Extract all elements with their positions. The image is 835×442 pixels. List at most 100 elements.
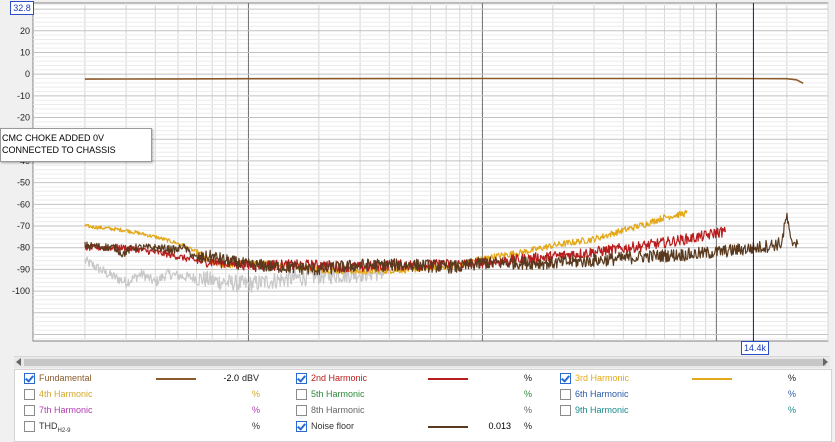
- legend-label-subscript: H2-9: [57, 428, 71, 434]
- legend-color-swatch: [428, 378, 468, 380]
- legend-label-text: 7th Harmonic: [39, 405, 93, 415]
- annotation-line-1: CMC CHOKE ADDED 0V: [2, 133, 105, 143]
- legend-unit: %: [524, 373, 533, 383]
- y-tick-label: 20: [20, 26, 30, 36]
- legend-label: 5th Harmonic: [311, 387, 365, 402]
- x-tick-label: 80: [221, 343, 231, 344]
- x-tick-label: 50: [173, 343, 183, 344]
- x-tick-label: 4k: [619, 343, 629, 344]
- legend-item-7th-harmonic: 7th Harmonic%: [24, 403, 274, 418]
- scroll-left-icon[interactable]: [16, 358, 21, 366]
- legend-unit: %: [524, 421, 533, 431]
- x-tick-label: 40: [150, 343, 160, 344]
- legend-color-swatch: [692, 378, 732, 380]
- checkbox-noise-floor[interactable]: [296, 421, 307, 432]
- legend-label: 6th Harmonic: [575, 387, 629, 402]
- legend-item-4th-harmonic: 4th Harmonic%: [24, 387, 274, 402]
- horizontal-scrollbar[interactable]: [14, 356, 830, 368]
- y-tick-label: -50: [17, 178, 30, 188]
- y-tick-label: 0: [25, 69, 30, 79]
- x-tick-label: 200: [311, 343, 326, 344]
- annotation-note[interactable]: CMC CHOKE ADDED 0V CONNECTED TO CHASSIS: [0, 128, 152, 162]
- series-lines: [84, 77, 804, 293]
- y-tick-label: -80: [17, 243, 30, 253]
- legend-label: 9th Harmonic: [575, 403, 629, 418]
- annotation-line-2: CONNECTED TO CHASSIS: [2, 145, 116, 155]
- x-tick-label: 5k: [641, 343, 651, 344]
- x-tick-label: 400: [382, 343, 397, 344]
- legend-unit: %: [252, 421, 261, 431]
- checkbox-3rd-harmonic[interactable]: [560, 373, 571, 384]
- legend-label: 8th Harmonic: [311, 403, 365, 418]
- y-tick-label: -60: [17, 199, 30, 209]
- x-tick-label: 600: [423, 343, 438, 344]
- legend-unit: %: [788, 389, 797, 399]
- harmonics-chart[interactable]: 3020100-10-20-30-40-50-60-70-80-90-100 1…: [0, 0, 835, 344]
- x-tick-label: 500: [404, 343, 419, 344]
- legend-label-text: 3rd Harmonic: [575, 373, 630, 383]
- legend-panel: Fundamental -2.0 dBV 2nd Harmonic% 3rd Harmo…: [14, 369, 832, 442]
- scrollbar-thumb[interactable]: [24, 359, 826, 366]
- legend-label: Noise floor: [311, 419, 354, 434]
- checkbox-9th-harmonic[interactable]: [560, 405, 571, 416]
- legend-item-3rd-harmonic: 3rd Harmonic%: [560, 371, 810, 386]
- y-tick-label: -70: [17, 221, 30, 231]
- legend-unit: dBV: [242, 373, 260, 383]
- legend-label: 4th Harmonic: [39, 387, 93, 402]
- legend-unit: %: [252, 389, 261, 399]
- legend-label-text: 6th Harmonic: [575, 389, 629, 399]
- x-tick-label: 30kHz: [808, 343, 834, 344]
- x-tick-label: 6k: [660, 343, 670, 344]
- legend-label-text: 2nd Harmonic: [311, 373, 368, 383]
- legend-item-noise-floor: Noise floor 0.013%: [296, 419, 546, 434]
- legend-value: -2.0: [223, 373, 239, 383]
- checkbox-4th-harmonic[interactable]: [24, 389, 35, 400]
- legend-unit: %: [524, 405, 533, 415]
- legend-label: Fundamental: [39, 371, 92, 386]
- checkbox-8th-harmonic[interactable]: [296, 405, 307, 416]
- checkbox-7th-harmonic[interactable]: [24, 405, 35, 416]
- x-tick-label: 1k: [478, 343, 488, 344]
- checkbox-2nd-harmonic[interactable]: [296, 373, 307, 384]
- legend-color-swatch: [156, 378, 196, 380]
- legend-unit: %: [524, 389, 533, 399]
- scroll-right-icon[interactable]: [823, 358, 828, 366]
- x-tick-label: 300: [353, 343, 368, 344]
- legend-label: THDH2-9: [39, 419, 71, 439]
- legend-label-text: THD: [39, 421, 58, 431]
- legend-label-text: 4th Harmonic: [39, 389, 93, 399]
- legend-unit: %: [788, 373, 797, 383]
- legend-unit: %: [252, 405, 261, 415]
- x-tick-label: 7k: [675, 343, 685, 344]
- legend-item-fundamental: Fundamental -2.0 dBV: [24, 371, 274, 386]
- y-tick-label: 10: [20, 47, 30, 57]
- legend-label-text: Fundamental: [39, 373, 92, 383]
- legend-label-text: 9th Harmonic: [575, 405, 629, 415]
- x-tick-label: 70: [207, 343, 217, 344]
- x-axis-labels: 12 20 30 40 50 60 70 80 100 200 300 400 500 600 800 1k 2…: [28, 343, 835, 344]
- checkbox-6th-harmonic[interactable]: [560, 389, 571, 400]
- series-noise-floor: [84, 212, 799, 276]
- legend-value: 0.013: [488, 421, 511, 431]
- x-tick-label: 8k: [689, 343, 699, 344]
- legend-color-swatch: [428, 426, 468, 428]
- cursor-frequency-box[interactable]: 14.4k: [741, 341, 769, 355]
- x-tick-label: 20k: [780, 343, 795, 344]
- x-tick-label: 10k: [709, 343, 724, 344]
- legend-item-6th-harmonic: 6th Harmonic%: [560, 387, 810, 402]
- x-tick-label: 30: [121, 343, 131, 344]
- y-max-box[interactable]: 32.8: [10, 1, 34, 15]
- legend-label: 2nd Harmonic: [311, 371, 367, 386]
- checkbox-thd[interactable]: [24, 421, 35, 432]
- x-tick-label: 3k: [589, 343, 599, 344]
- legend-label-text: Noise floor: [311, 421, 355, 431]
- legend-item-5th-harmonic: 5th Harmonic%: [296, 387, 546, 402]
- legend-unit: %: [788, 405, 797, 415]
- checkbox-fundamental[interactable]: [24, 373, 35, 384]
- checkbox-5th-harmonic[interactable]: [296, 389, 307, 400]
- x-tick-label: 800: [452, 343, 467, 344]
- major-grid: [33, 3, 828, 341]
- y-tick-label: -90: [17, 264, 30, 274]
- legend-item-8th-harmonic: 8th Harmonic%: [296, 403, 546, 418]
- legend-label-text: 5th Harmonic: [311, 389, 365, 399]
